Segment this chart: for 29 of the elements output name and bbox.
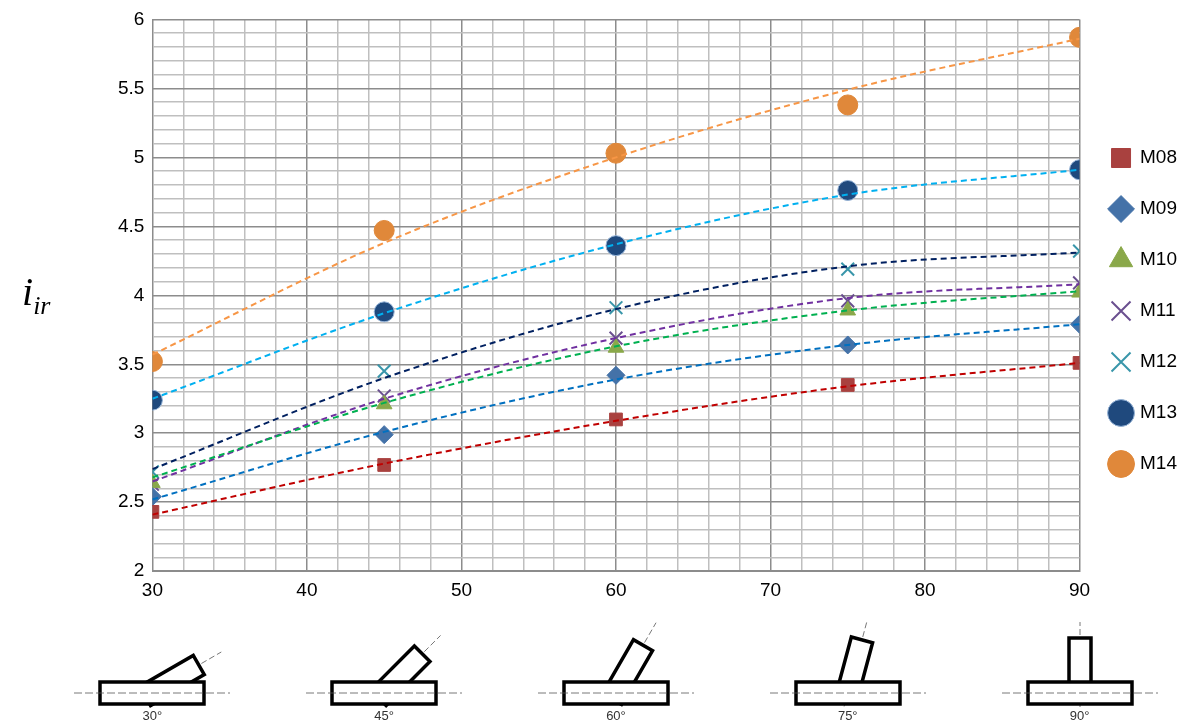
y-tick-label: 6: [133, 7, 145, 29]
y-tick-label: 4.5: [117, 214, 145, 236]
x-tick-label: 30: [141, 578, 163, 600]
x-tick-label: 90: [1068, 578, 1091, 600]
x-tick-label: 80: [914, 578, 936, 600]
legend-label: M11: [1140, 299, 1176, 321]
text: 45°: [374, 708, 395, 723]
x-tick-label: 40: [296, 578, 318, 600]
x-tick-label: 50: [450, 578, 473, 600]
x-tick-label: 60: [605, 578, 627, 600]
legend-label: M13: [1140, 401, 1178, 423]
text: 90°: [1069, 708, 1090, 723]
y-tick-label: 3: [133, 421, 145, 443]
text: 75°: [837, 708, 858, 723]
legend-label: M08: [1140, 146, 1178, 168]
legend-label: M10: [1140, 248, 1178, 270]
y-tick-label: 5: [133, 145, 145, 167]
legend-label: M09: [1140, 197, 1178, 219]
y-tick-label: 2.5: [117, 490, 145, 512]
y-tick-label: 5.5: [117, 76, 145, 98]
y-tick-label: 4: [133, 283, 145, 305]
y-axis-title: i$_{ir}$: [22, 268, 51, 321]
text: 30°: [142, 708, 163, 723]
y-tick-label: 3.5: [117, 352, 145, 374]
legend-label: M14: [1140, 452, 1178, 474]
y-tick-label: 2: [133, 559, 145, 581]
legend-label: M12: [1140, 350, 1178, 372]
x-tick-label: 70: [759, 578, 782, 600]
text: 60°: [606, 708, 626, 723]
